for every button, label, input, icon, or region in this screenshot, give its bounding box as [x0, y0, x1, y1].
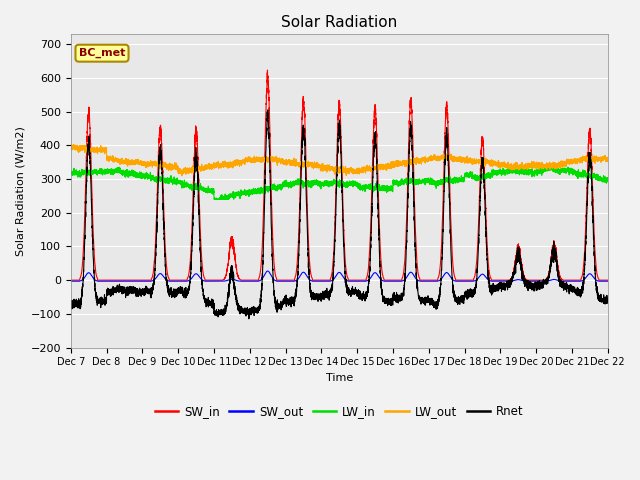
Rnet — [67, 305, 75, 311]
Rnet — [321, 289, 329, 295]
Rnet — [250, 307, 257, 312]
LW_out — [475, 158, 483, 164]
SW_out — [575, 278, 582, 284]
LW_in — [321, 181, 329, 187]
Rnet — [245, 316, 253, 322]
Rnet — [264, 107, 271, 113]
SW_out — [581, 276, 589, 281]
LW_in — [67, 172, 75, 178]
LW_out — [250, 159, 257, 165]
Line: Rnet: Rnet — [71, 110, 608, 319]
Rnet — [475, 241, 483, 247]
LW_out — [460, 159, 467, 165]
SW_in — [581, 239, 589, 244]
LW_out — [178, 173, 186, 179]
SW_out — [67, 278, 75, 284]
Rnet — [575, 288, 582, 294]
LW_in — [460, 174, 467, 180]
SW_in — [321, 277, 329, 283]
Rnet — [604, 300, 612, 305]
LW_out — [67, 144, 75, 149]
SW_out — [460, 278, 467, 284]
LW_in — [581, 169, 589, 175]
Rnet — [460, 294, 467, 300]
Line: LW_out: LW_out — [71, 144, 608, 176]
Line: SW_out: SW_out — [71, 271, 608, 281]
SW_out — [264, 268, 271, 274]
SW_out — [475, 275, 483, 281]
LW_in — [543, 162, 550, 168]
SW_in — [604, 277, 612, 283]
LW_out — [575, 158, 582, 164]
LW_in — [575, 170, 582, 176]
LW_in — [250, 189, 257, 194]
SW_in — [264, 67, 271, 73]
Line: SW_in: SW_in — [71, 70, 608, 280]
X-axis label: Time: Time — [326, 373, 353, 383]
LW_in — [210, 196, 218, 202]
Legend: SW_in, SW_out, LW_in, LW_out, Rnet: SW_in, SW_out, LW_in, LW_out, Rnet — [150, 401, 529, 423]
LW_out — [604, 155, 612, 161]
LW_out — [321, 167, 329, 172]
SW_in — [575, 277, 582, 283]
Title: Solar Radiation: Solar Radiation — [281, 15, 397, 30]
SW_in — [250, 277, 257, 283]
SW_in — [475, 224, 483, 229]
SW_in — [460, 277, 467, 283]
SW_out — [604, 278, 612, 284]
Line: LW_in: LW_in — [71, 165, 608, 199]
LW_in — [475, 175, 483, 181]
Rnet — [581, 249, 589, 255]
SW_out — [250, 278, 257, 284]
LW_out — [70, 142, 77, 147]
Text: BC_met: BC_met — [79, 48, 125, 59]
SW_in — [67, 277, 75, 283]
LW_in — [604, 179, 612, 184]
Y-axis label: Solar Radiation (W/m2): Solar Radiation (W/m2) — [15, 126, 25, 256]
LW_out — [581, 156, 589, 162]
SW_out — [321, 278, 329, 284]
